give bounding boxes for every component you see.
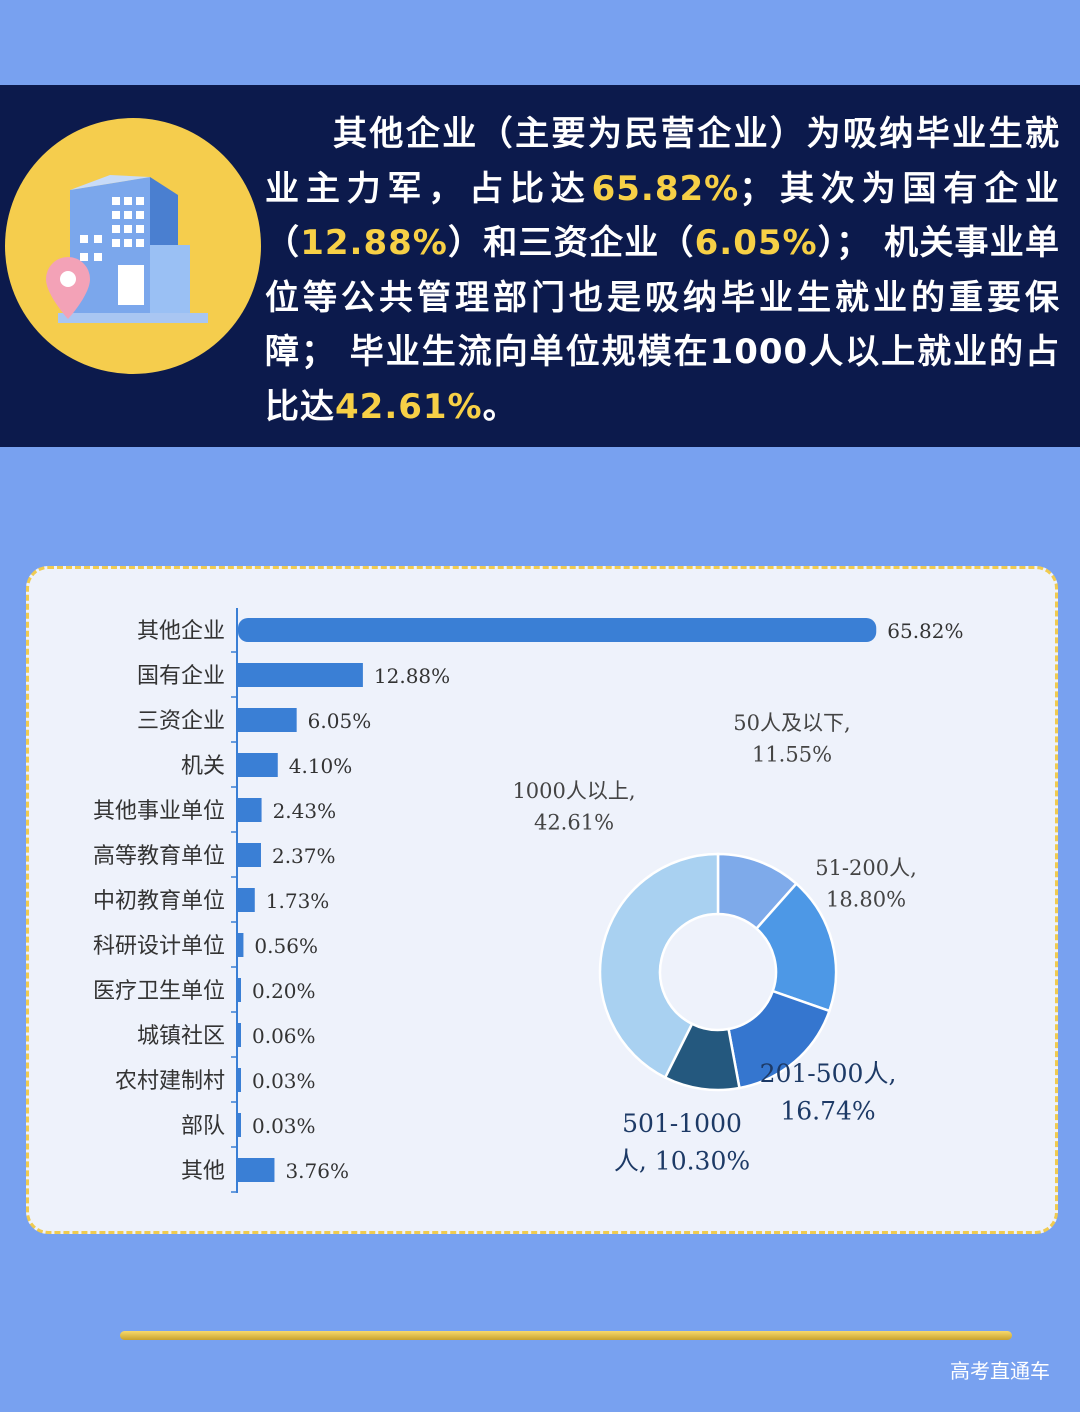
donut-value-label: 16.74%: [780, 1097, 875, 1126]
summary-text: ；其次为国有企业（: [265, 168, 1061, 264]
donut-label: 1000人以上,: [512, 779, 635, 803]
bar-category-label: 医疗卫生单位: [93, 979, 225, 1004]
bar-value-label: 0.20%: [252, 979, 316, 1003]
bar-mark: [238, 618, 877, 642]
bar-category-label: 机关: [181, 754, 225, 779]
highlight-figure: 12.88%: [300, 223, 448, 263]
bar-value-label: 4.10%: [289, 754, 353, 778]
bar-category-label: 高等教育单位: [93, 844, 225, 869]
highlight-figure: 42.61%: [335, 386, 483, 427]
bar-mark: [238, 933, 244, 957]
bar-value-label: 3.76%: [285, 1159, 349, 1183]
donut-value-label: 42.61%: [534, 811, 614, 835]
bar-value-label: 0.56%: [254, 934, 318, 958]
bar-category-label: 部队: [181, 1114, 225, 1139]
highlight-figure: 6.05%: [694, 223, 818, 263]
bar-category-label: 三资企业: [137, 709, 225, 734]
bar-value-label: 1.73%: [266, 889, 330, 913]
bar-mark: [238, 663, 363, 687]
unit-type-bar-chart: 其他企业 65.82% 国有企业 12.88% 三资企业 6.05% 机关 4.10% 其他事业…: [93, 608, 964, 1193]
bar-mark: [238, 708, 297, 732]
donut-value-label: 18.80%: [826, 888, 906, 912]
donut-value-label: 人, 10.30%: [614, 1147, 750, 1176]
gold-divider: [120, 1331, 1012, 1340]
bar-mark: [238, 888, 255, 912]
donut-label: 201-500人,: [760, 1059, 897, 1088]
bar-category-label: 其他: [181, 1159, 225, 1184]
summary-text: 其他企业（主要为民营企业）为吸纳毕业生就业主力军，占比达: [265, 114, 1060, 209]
bar-mark: [238, 978, 241, 1002]
bar-mark: [238, 1023, 241, 1047]
bar-value-label: 0.03%: [252, 1069, 316, 1093]
summary-paragraph: 其他企业（主要为民营企业）为吸纳毕业生就业主力军，占比达65.82%；其次为国有…: [265, 107, 1060, 434]
summary-text: ）； 机关事业单位等公共管理部门也是吸纳毕业生就业的重要保障； 毕业生流向单位规…: [265, 223, 1061, 427]
donut-label: 51-200人,: [815, 856, 917, 880]
bar-category-label: 城镇社区: [137, 1024, 225, 1049]
bar-value-label: 0.06%: [252, 1024, 316, 1048]
bar-mark: [238, 843, 261, 867]
bar-value-label: 65.82%: [887, 619, 963, 643]
bar-category-label: 科研设计单位: [93, 934, 225, 959]
bar-category-label: 中初教育单位: [93, 889, 225, 914]
donut-slice: [754, 881, 838, 1013]
bar-mark: [238, 1068, 241, 1092]
donut-slice: [598, 852, 720, 1080]
donut-value-label: 11.55%: [752, 743, 832, 767]
donut-label: 50人及以下,: [733, 711, 850, 735]
bar-value-label: 2.37%: [272, 844, 336, 868]
bar-category-label: 国有企业: [137, 664, 225, 689]
footer-watermark: 高考直通车: [950, 1359, 1050, 1383]
bar-category-label: 其他事业单位: [93, 799, 225, 824]
chart-card: [26, 566, 1058, 1234]
unit-size-donut-chart: 50人及以下, 11.55% 51-200人, 18.80% 201-500人, 16.7…: [512, 711, 917, 1176]
bar-value-label: 2.43%: [273, 799, 337, 823]
bar-mark: [238, 798, 262, 822]
bar-value-label: 0.03%: [252, 1114, 316, 1138]
bar-category-label: 其他企业: [137, 619, 225, 644]
building-location-icon: [46, 175, 208, 323]
bar-value-label: 6.05%: [308, 709, 372, 733]
bar-mark: [238, 1158, 275, 1182]
donut-label: 501-1000: [622, 1109, 742, 1138]
bar-category-label: 农村建制村: [115, 1069, 225, 1094]
summary-text: ）和三资企业（: [447, 223, 695, 263]
highlight-figure: 65.82%: [591, 168, 740, 209]
bar-mark: [238, 753, 278, 777]
bar-value-label: 12.88%: [374, 664, 450, 688]
bar-mark: [238, 1113, 241, 1137]
summary-text: 。: [482, 386, 518, 427]
